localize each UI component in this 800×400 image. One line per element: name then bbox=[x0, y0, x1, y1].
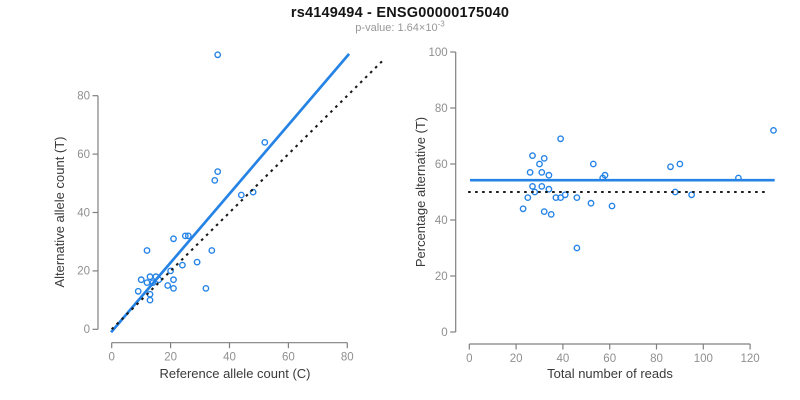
x-tick-label: 100 bbox=[694, 353, 713, 365]
data-point bbox=[143, 279, 151, 286]
y-tick-label: 0 bbox=[441, 327, 447, 339]
y-tick-label: 0 bbox=[84, 324, 90, 336]
y-tick-label: 20 bbox=[435, 271, 448, 283]
data-point bbox=[529, 152, 536, 160]
data-point bbox=[178, 261, 186, 269]
p-value-text: p-value: 1.64×10 bbox=[355, 22, 438, 34]
p-value-exponent: -3 bbox=[437, 19, 445, 29]
data-point bbox=[545, 171, 553, 179]
data-point bbox=[143, 247, 151, 254]
data-point bbox=[538, 182, 546, 190]
data-point bbox=[770, 126, 777, 134]
data-point bbox=[540, 208, 548, 216]
y-tick-label: 100 bbox=[429, 47, 448, 59]
data-point bbox=[214, 51, 222, 59]
data-point bbox=[146, 273, 154, 281]
data-point bbox=[134, 287, 142, 295]
data-point bbox=[524, 194, 532, 202]
data-point bbox=[170, 235, 177, 243]
left-plot-panel: 0 20 40 60 80 0 20 40 60 80 Reference allele count… bbox=[52, 51, 384, 381]
y-tick-label: 20 bbox=[77, 266, 90, 278]
right-plot-panel: 0 20 40 60 80 100 0 20 40 60 80 100 120 Total number … bbox=[413, 47, 777, 381]
x-tick-label: 0 bbox=[108, 352, 114, 364]
data-point bbox=[184, 232, 192, 240]
data-point bbox=[249, 188, 257, 196]
figure-subtitle: p-value: 1.64×10-3 bbox=[0, 19, 800, 34]
x-tick-label: 60 bbox=[282, 352, 295, 364]
x-tick-label: 0 bbox=[466, 353, 472, 365]
data-point bbox=[589, 160, 597, 168]
x-tick-label: 40 bbox=[557, 353, 570, 365]
data-point bbox=[202, 284, 210, 292]
x-tick-label: 120 bbox=[741, 353, 760, 365]
data-point bbox=[181, 232, 189, 240]
data-point bbox=[688, 191, 695, 199]
x-tick-label: 40 bbox=[223, 352, 236, 364]
data-point bbox=[146, 296, 154, 304]
data-point bbox=[208, 247, 216, 254]
data-point bbox=[676, 160, 684, 168]
x-tick-label: 80 bbox=[341, 352, 354, 364]
identity-line bbox=[110, 59, 384, 331]
x-tick-label: 20 bbox=[510, 353, 523, 365]
data-point bbox=[667, 163, 674, 171]
data-point bbox=[237, 191, 245, 199]
y-tick-label: 80 bbox=[77, 91, 90, 103]
regression-fit-line bbox=[110, 53, 351, 334]
data-point bbox=[573, 194, 581, 202]
data-point bbox=[261, 138, 269, 146]
data-point bbox=[519, 205, 527, 213]
data-point bbox=[608, 202, 616, 210]
y-axis-title: Percentage alternative (T) bbox=[413, 117, 428, 267]
data-point bbox=[536, 160, 543, 168]
data-point bbox=[547, 210, 555, 218]
data-points bbox=[134, 51, 269, 304]
data-point bbox=[526, 168, 534, 176]
data-point bbox=[170, 276, 177, 284]
data-point bbox=[214, 168, 222, 176]
data-point bbox=[167, 267, 175, 275]
x-axis-title: Total number of reads bbox=[547, 366, 673, 381]
data-point bbox=[545, 185, 553, 193]
data-point bbox=[164, 282, 172, 289]
data-point bbox=[529, 182, 536, 190]
data-point bbox=[211, 176, 219, 184]
y-tick-label: 40 bbox=[435, 215, 448, 227]
x-tick-label: 20 bbox=[164, 352, 177, 364]
data-point bbox=[193, 258, 201, 266]
data-point bbox=[137, 276, 145, 284]
x-tick-label: 60 bbox=[603, 353, 616, 365]
x-tick-label: 80 bbox=[650, 353, 663, 365]
data-point bbox=[540, 154, 548, 162]
figure-title: rs4149494 - ENSG00000175040 bbox=[290, 5, 510, 21]
data-points bbox=[519, 126, 777, 252]
y-tick-label: 60 bbox=[435, 159, 448, 171]
data-point bbox=[601, 171, 609, 179]
data-point bbox=[552, 194, 560, 202]
y-tick-label: 40 bbox=[77, 207, 90, 219]
data-point bbox=[557, 194, 564, 202]
data-point bbox=[170, 284, 177, 292]
data-point bbox=[538, 168, 546, 176]
x-axis-title: Reference allele count (C) bbox=[159, 366, 310, 381]
data-point bbox=[587, 199, 595, 207]
data-point bbox=[573, 244, 581, 252]
y-tick-label: 60 bbox=[77, 149, 90, 161]
y-axis-title: Alternative allele count (T) bbox=[52, 136, 67, 287]
y-tick-label: 80 bbox=[435, 103, 448, 115]
data-point bbox=[557, 135, 564, 143]
